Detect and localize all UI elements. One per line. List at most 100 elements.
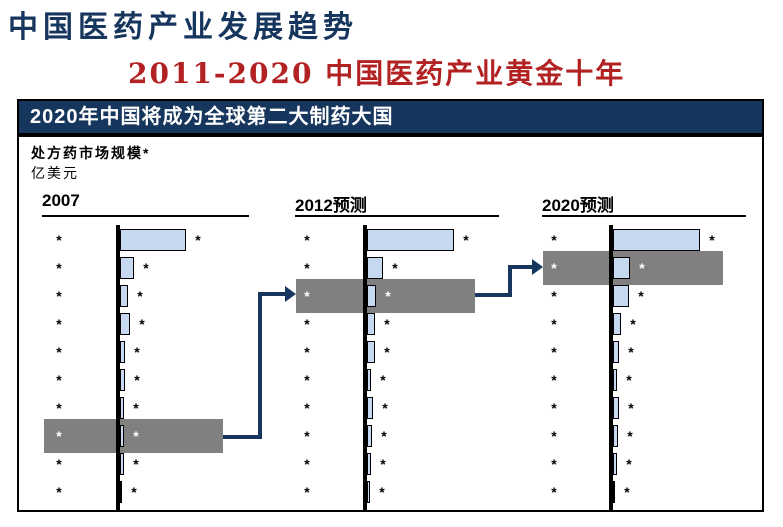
bar-value: * bbox=[384, 344, 390, 360]
bar bbox=[120, 425, 124, 447]
row-label: * bbox=[56, 344, 62, 360]
bar-value: * bbox=[380, 372, 386, 388]
row-label: * bbox=[304, 344, 310, 360]
bar-value: * bbox=[380, 456, 386, 472]
bar-value: * bbox=[379, 484, 385, 500]
bar bbox=[367, 257, 383, 279]
bar-value: * bbox=[134, 344, 140, 360]
chart-2007: 2007 * * * * * * * * * * * * * * * * * * * * bbox=[19, 137, 762, 510]
row-label: * bbox=[551, 344, 557, 360]
row-label: * bbox=[551, 372, 557, 388]
bar-value: * bbox=[381, 428, 387, 444]
row-label: * bbox=[551, 316, 557, 332]
chart-panel: 处方药市场规模* 亿美元 2007 * * * * * * * * * * * * * * * * * * * * 201… bbox=[17, 135, 764, 512]
bar bbox=[367, 285, 376, 307]
row-label: * bbox=[551, 456, 557, 472]
row-label: * bbox=[56, 316, 62, 332]
row-label: * bbox=[551, 400, 557, 416]
row-label: * bbox=[56, 260, 62, 276]
highlight-band bbox=[296, 279, 475, 313]
chart-title: 2007 bbox=[42, 191, 80, 210]
connector-line bbox=[508, 265, 512, 297]
bar-value: * bbox=[463, 232, 469, 248]
bar bbox=[120, 341, 125, 363]
row-label: * bbox=[56, 232, 62, 248]
chart-title-underline bbox=[42, 215, 249, 217]
row-label: * bbox=[304, 400, 310, 416]
bar bbox=[613, 257, 630, 279]
chart-2012预测: 2012预测 * * * * * * * * * * * * * * * * * * * * bbox=[19, 137, 762, 510]
row-label: * bbox=[56, 428, 62, 444]
bar-value: * bbox=[143, 260, 149, 276]
headline-banner: 2020年中国将成为全球第二大制药大国 bbox=[17, 99, 764, 135]
connector-line bbox=[475, 293, 512, 297]
charts-group: 2007 * * * * * * * * * * * * * * * * * * * * 2012预测 * * * * * * * * * *… bbox=[19, 137, 762, 510]
bar bbox=[613, 313, 621, 335]
bar-value: * bbox=[133, 400, 139, 416]
chart-title-underline bbox=[295, 215, 499, 217]
connector-line bbox=[258, 292, 286, 296]
row-label: * bbox=[304, 232, 310, 248]
chart-axis-line bbox=[609, 225, 613, 510]
bar bbox=[367, 453, 371, 475]
bar-value: * bbox=[385, 288, 391, 304]
bar-value: * bbox=[628, 400, 634, 416]
bar bbox=[367, 397, 373, 419]
bar bbox=[120, 397, 124, 419]
chart-2020预测: 2020预测 * * * * * * * * * * * * * * * * * * * * bbox=[19, 137, 762, 510]
row-label: * bbox=[304, 260, 310, 276]
bar bbox=[120, 285, 128, 307]
bar-value: * bbox=[639, 260, 645, 276]
arrow-right-icon bbox=[285, 286, 296, 302]
metric-unit-label: 亿美元 bbox=[31, 165, 79, 181]
chart-title: 2012预测 bbox=[295, 196, 367, 215]
bar-value: * bbox=[638, 288, 644, 304]
metric-label: 处方药市场规模* bbox=[31, 145, 151, 161]
bar-value: * bbox=[134, 372, 140, 388]
bar bbox=[613, 369, 617, 391]
bar bbox=[120, 257, 134, 279]
bar bbox=[367, 481, 370, 503]
chart-axis-line bbox=[116, 225, 120, 510]
bar-value: * bbox=[624, 484, 630, 500]
row-label: * bbox=[56, 372, 62, 388]
bar-value: * bbox=[133, 428, 139, 444]
row-label: * bbox=[551, 232, 557, 248]
bar bbox=[120, 369, 125, 391]
bar-value: * bbox=[384, 316, 390, 332]
row-label: * bbox=[551, 288, 557, 304]
row-label: * bbox=[56, 400, 62, 416]
row-label: * bbox=[551, 428, 557, 444]
bar bbox=[367, 425, 372, 447]
bar-value: * bbox=[382, 400, 388, 416]
bar-value: * bbox=[627, 428, 633, 444]
row-label: * bbox=[56, 484, 62, 500]
bar-value: * bbox=[392, 260, 398, 276]
connector-line bbox=[258, 292, 262, 439]
bar bbox=[120, 481, 122, 503]
bar bbox=[120, 229, 186, 251]
bar bbox=[120, 313, 130, 335]
row-label: * bbox=[56, 456, 62, 472]
bar-value: * bbox=[137, 288, 143, 304]
bar bbox=[613, 425, 618, 447]
bar bbox=[613, 341, 619, 363]
bar bbox=[613, 397, 619, 419]
arrow-right-icon bbox=[532, 259, 543, 275]
bar bbox=[120, 453, 124, 475]
chart-axis-line bbox=[363, 225, 367, 510]
row-label: * bbox=[304, 316, 310, 332]
chart-title: 2020预测 bbox=[542, 196, 614, 215]
bar bbox=[367, 313, 375, 335]
row-label: * bbox=[304, 484, 310, 500]
highlight-band bbox=[44, 419, 223, 453]
row-label: * bbox=[551, 260, 557, 276]
row-label: * bbox=[304, 456, 310, 472]
bar-value: * bbox=[139, 316, 145, 332]
row-label: * bbox=[56, 288, 62, 304]
bar bbox=[367, 229, 454, 251]
bar-value: * bbox=[630, 316, 636, 332]
page-title: 中国医药产业发展趋势 bbox=[8, 10, 358, 45]
bar bbox=[613, 453, 617, 475]
row-label: * bbox=[304, 288, 310, 304]
